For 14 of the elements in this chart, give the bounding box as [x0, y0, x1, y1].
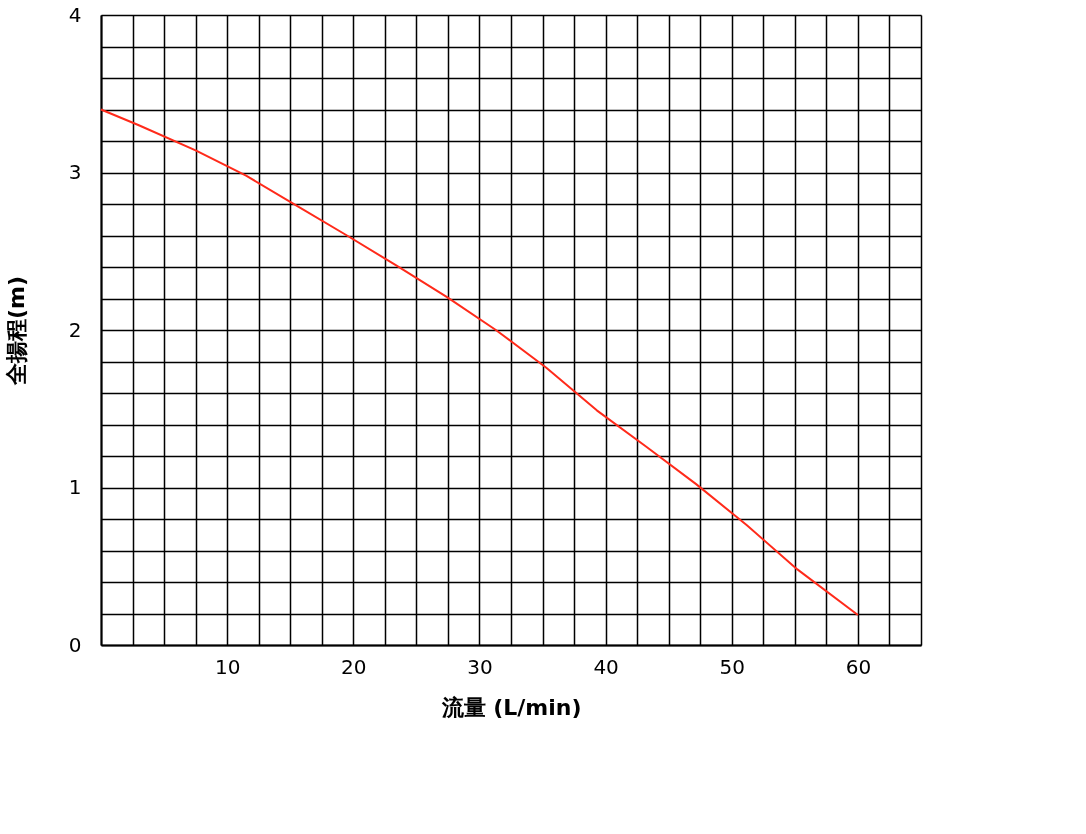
x-tick-label: 50: [719, 654, 745, 679]
y-tick-label: 4: [68, 2, 82, 27]
y-tick-label: 1: [68, 475, 82, 499]
line-series: [100, 108, 859, 617]
y-tick-label: 2: [68, 317, 82, 342]
x-tick-label: 40: [593, 654, 619, 679]
x-tick-label: 30: [467, 654, 493, 679]
y-axis-title: 全揚程(m): [3, 275, 29, 387]
x-tick-label: 20: [341, 654, 367, 679]
x-tick-label: 10: [214, 654, 241, 679]
y-tick-label: 0: [68, 632, 82, 657]
x-tick-label: 60: [845, 654, 872, 679]
x-axis-title: 流量 (L/min): [440, 694, 582, 720]
y-tick-label: 3: [68, 160, 82, 184]
